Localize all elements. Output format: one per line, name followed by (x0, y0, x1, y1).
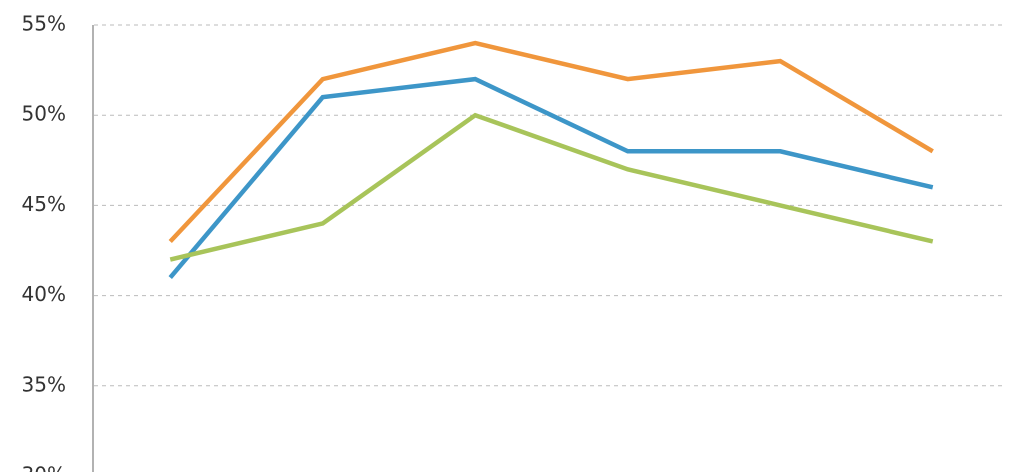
y-tick-label: 40% (22, 282, 66, 306)
y-tick-label: 35% (22, 372, 66, 396)
y-tick-label: 55% (22, 12, 66, 36)
line-series (169, 112, 934, 262)
y-tick-label: 30% (22, 463, 66, 472)
line-series (168, 40, 934, 244)
line-series (168, 76, 934, 280)
y-tick-label: 45% (22, 192, 66, 216)
y-tick-label: 50% (22, 102, 66, 126)
